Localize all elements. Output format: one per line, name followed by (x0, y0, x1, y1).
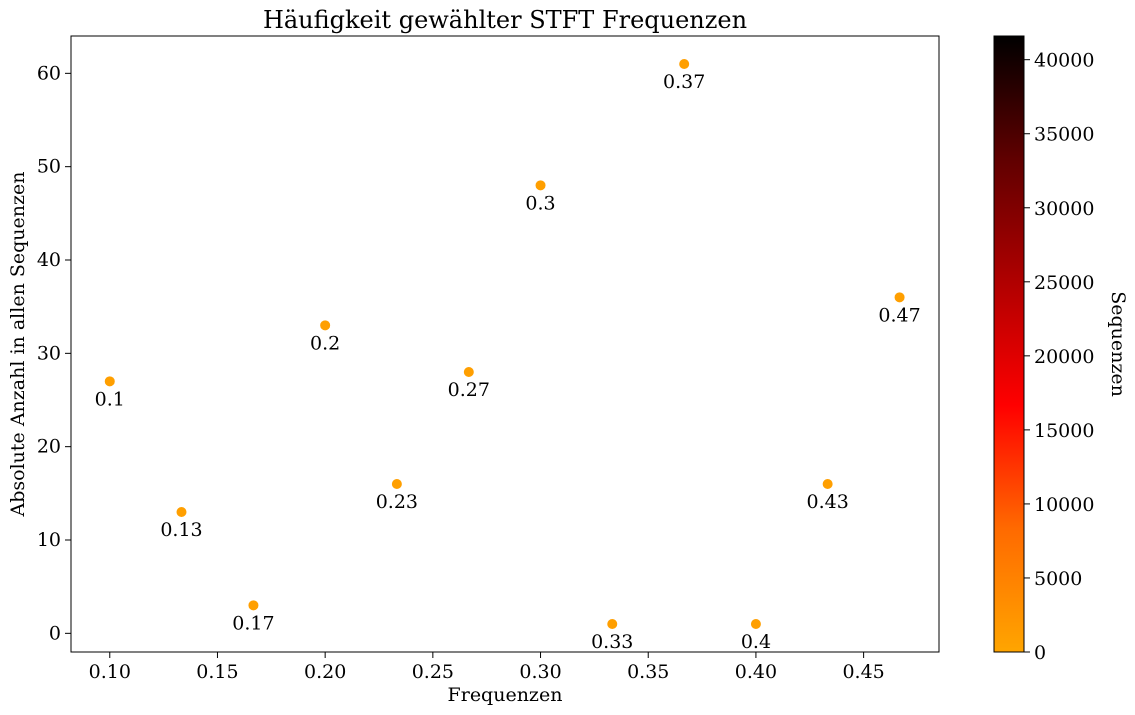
colorbar-tick-label: 5000 (1034, 568, 1082, 590)
y-tick-label: 20 (37, 436, 61, 458)
x-tick-label: 0.35 (627, 661, 669, 683)
data-label: 0.4 (741, 631, 771, 653)
colorbar-label: Sequenzen (1107, 291, 1129, 397)
plot-frame (70, 35, 940, 653)
data-point (894, 292, 905, 303)
data-point (679, 59, 690, 69)
chart-title: Häufigkeit gewählter STFT Frequenzen (263, 6, 747, 34)
x-tick-label: 0.25 (412, 661, 454, 683)
data-label: 0.43 (806, 491, 848, 513)
x-tick-label: 0.30 (519, 661, 561, 683)
colorbar-tick-label: 35000 (1034, 124, 1094, 146)
colorbar-tick-label: 30000 (1034, 198, 1094, 220)
colorbar-tick-label: 25000 (1034, 272, 1094, 294)
data-label: 0.3 (525, 192, 555, 214)
data-point (463, 367, 474, 377)
data-point (104, 376, 115, 387)
y-tick-label: 40 (37, 249, 61, 271)
data-label: 0.27 (448, 379, 490, 401)
y-tick-label: 60 (37, 62, 61, 84)
x-tick-label: 0.20 (304, 661, 346, 683)
data-point (320, 320, 331, 331)
data-point (535, 180, 546, 191)
x-tick-label: 0.15 (196, 661, 238, 683)
data-label: 0.33 (591, 631, 633, 653)
y-tick-label: 50 (37, 156, 61, 178)
data-label: 0.1 (95, 388, 125, 410)
data-label: 0.47 (878, 304, 920, 326)
colorbar-tick-label: 20000 (1034, 346, 1094, 368)
data-label: 0.37 (663, 71, 705, 93)
data-label: 0.13 (160, 519, 202, 541)
colorbar-bar (993, 35, 1025, 653)
data-point (176, 507, 187, 517)
y-tick-label: 10 (37, 529, 61, 551)
data-point (750, 619, 761, 629)
data-point (607, 619, 618, 629)
colorbar-tick-label: 40000 (1034, 50, 1094, 72)
data-point (391, 479, 402, 489)
data-point (248, 600, 259, 611)
data-label: 0.23 (376, 491, 418, 513)
y-tick-label: 30 (37, 342, 61, 364)
data-label: 0.17 (232, 612, 274, 634)
colorbar-tick-label: 0 (1034, 642, 1046, 664)
colorbar-tick-label: 15000 (1034, 420, 1094, 442)
x-tick-label: 0.45 (842, 661, 884, 683)
x-axis-label: Frequenzen (448, 684, 563, 706)
y-axis-label: Absolute Anzahl in allen Sequenzen (7, 172, 29, 518)
colorbar: 0 5000 10000 15000 20000 25000 30000 35000 40000 (1024, 50, 1094, 664)
data-label: 0.2 (310, 332, 340, 354)
colorbar-tick-label: 10000 (1034, 494, 1094, 516)
plot-area: 0.10 0.15 0.20 0.25 0.30 0.35 0.40 0.4501020304… (37, 59, 921, 683)
data-point (822, 479, 833, 489)
x-tick-label: 0.10 (89, 661, 131, 683)
x-tick-label: 0.40 (735, 661, 777, 683)
y-tick-label: 0 (49, 622, 61, 644)
